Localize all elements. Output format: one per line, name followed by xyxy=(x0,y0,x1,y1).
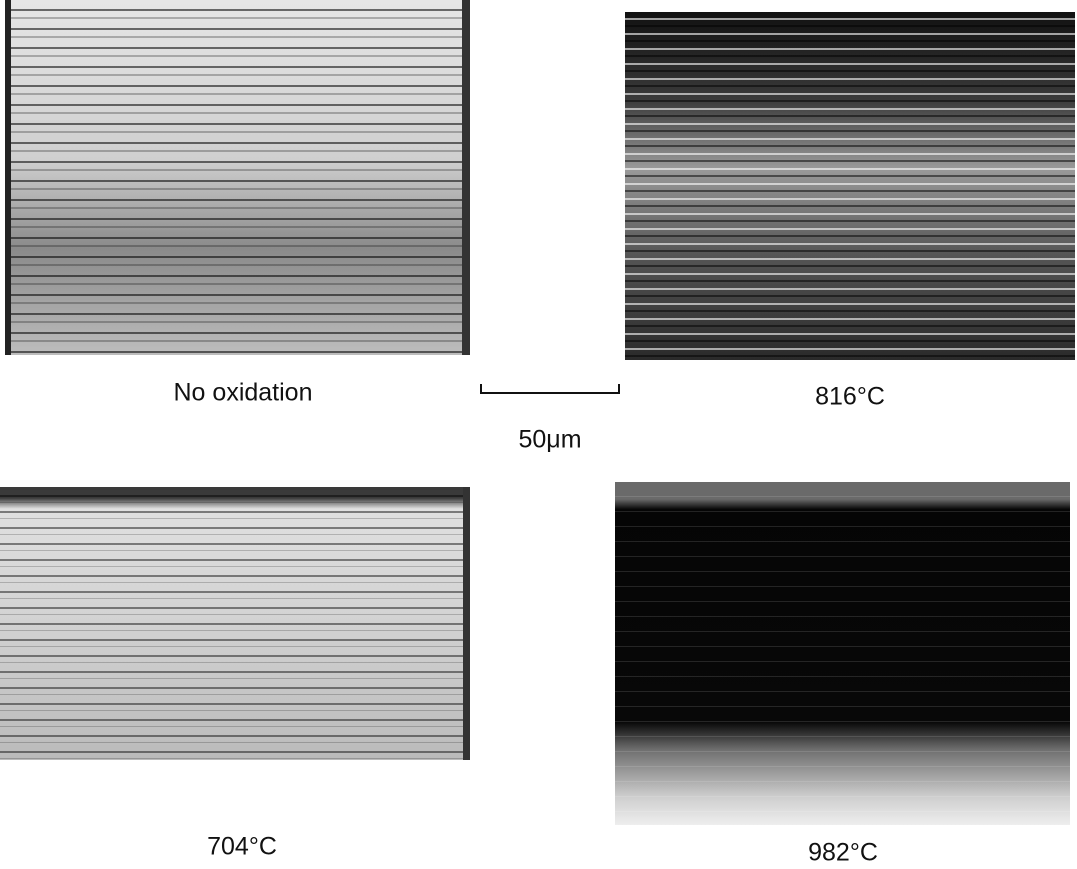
scale-bar-label: 50μm xyxy=(518,425,582,454)
micrograph xyxy=(5,0,470,355)
micrograph xyxy=(0,487,470,760)
micrograph xyxy=(625,12,1075,360)
micrograph xyxy=(615,482,1070,825)
panel-label: 704°C xyxy=(207,832,277,861)
panel-label: 982°C xyxy=(808,838,878,867)
panel-label: 816°C xyxy=(815,382,885,411)
panel-label: No oxidation xyxy=(173,378,313,407)
scale-bar xyxy=(480,384,620,394)
